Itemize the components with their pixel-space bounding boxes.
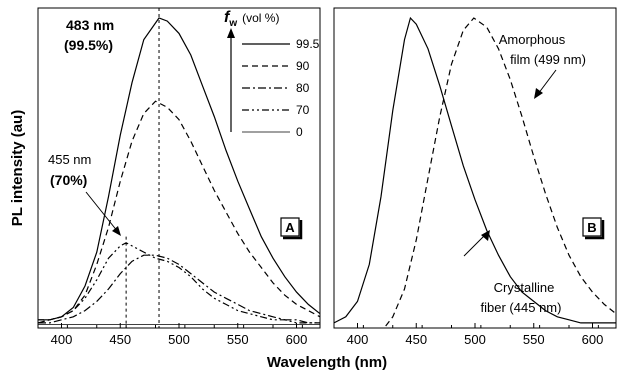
panel-a-series-99-5-line	[38, 17, 321, 321]
panel-a-xtick-label-600: 600	[286, 332, 308, 347]
amorphous-label-line1: Amorphous	[499, 32, 566, 47]
legend-arrow-head	[227, 28, 235, 38]
x-axis-title: Wavelength (nm)	[267, 354, 387, 371]
legend-title-f: f	[224, 9, 231, 26]
panel-a-series-70-line	[37, 242, 320, 324]
crystalline-arrowhead	[481, 230, 490, 241]
panel-b-xtick-label-400: 400	[347, 332, 369, 347]
peak-455-percent: (70%)	[50, 172, 87, 188]
y-axis-title: PL intensity (au)	[9, 110, 26, 226]
peak-483-percent: (99.5%)	[64, 37, 113, 53]
panel-b-xtick-label-550: 550	[523, 332, 545, 347]
panel-b-series-1-line	[385, 17, 617, 327]
legend-title: fw (vol %)	[224, 9, 279, 29]
crystalline-pointer	[463, 233, 487, 257]
crystalline-label-line2: fiber (445 nm)	[481, 300, 562, 315]
panel-a-frame	[37, 7, 321, 329]
panel-label-a: A	[280, 217, 303, 240]
panel-a-xtick-label-400: 400	[51, 332, 73, 347]
panel-a-series-90-line	[38, 100, 321, 321]
panel-b: 400 450 500 550 600	[333, 7, 617, 347]
peak-455-pointer	[85, 191, 119, 233]
crystalline-label-line1: Crystalline	[494, 280, 555, 295]
amorphous-arrowhead	[534, 88, 543, 99]
panel-a-series-80-line	[38, 254, 320, 324]
panel-b-series-0-line	[333, 16, 616, 324]
legend-label-0: 0	[296, 125, 303, 139]
panel-a: 400 450 500 550 600	[37, 7, 321, 347]
amorphous-label-line2: film (499 nm)	[510, 52, 586, 67]
panel-label-a-text: A	[285, 220, 295, 235]
peak-455-arrowhead	[112, 226, 121, 236]
legend-title-unit: (vol %)	[242, 11, 279, 25]
panel-a-xtick-label-500: 500	[168, 332, 190, 347]
legend-label-80: 80	[296, 81, 310, 95]
peak-483-label: 483 nm	[66, 17, 114, 33]
legend-label-70: 70	[296, 103, 310, 117]
amorphous-pointer	[537, 69, 557, 95]
panel-a-xtick-label-450: 450	[109, 332, 131, 347]
legend-title-sub: w	[228, 18, 237, 29]
panel-b-xtick-label-500: 500	[464, 332, 486, 347]
panel-label-b: B	[582, 217, 605, 240]
panel-b-xtick-label-450: 450	[405, 332, 427, 347]
panel-b-xtick-label-600: 600	[582, 332, 604, 347]
legend: fw (vol %) 99.5 90 80 70 0	[224, 9, 320, 139]
legend-label-90: 90	[296, 59, 310, 73]
peak-455-label: 455 nm	[48, 152, 91, 167]
panel-label-b-text: B	[587, 220, 596, 235]
panel-a-xtick-label-550: 550	[227, 332, 249, 347]
legend-label-99-5: 99.5	[296, 37, 320, 51]
